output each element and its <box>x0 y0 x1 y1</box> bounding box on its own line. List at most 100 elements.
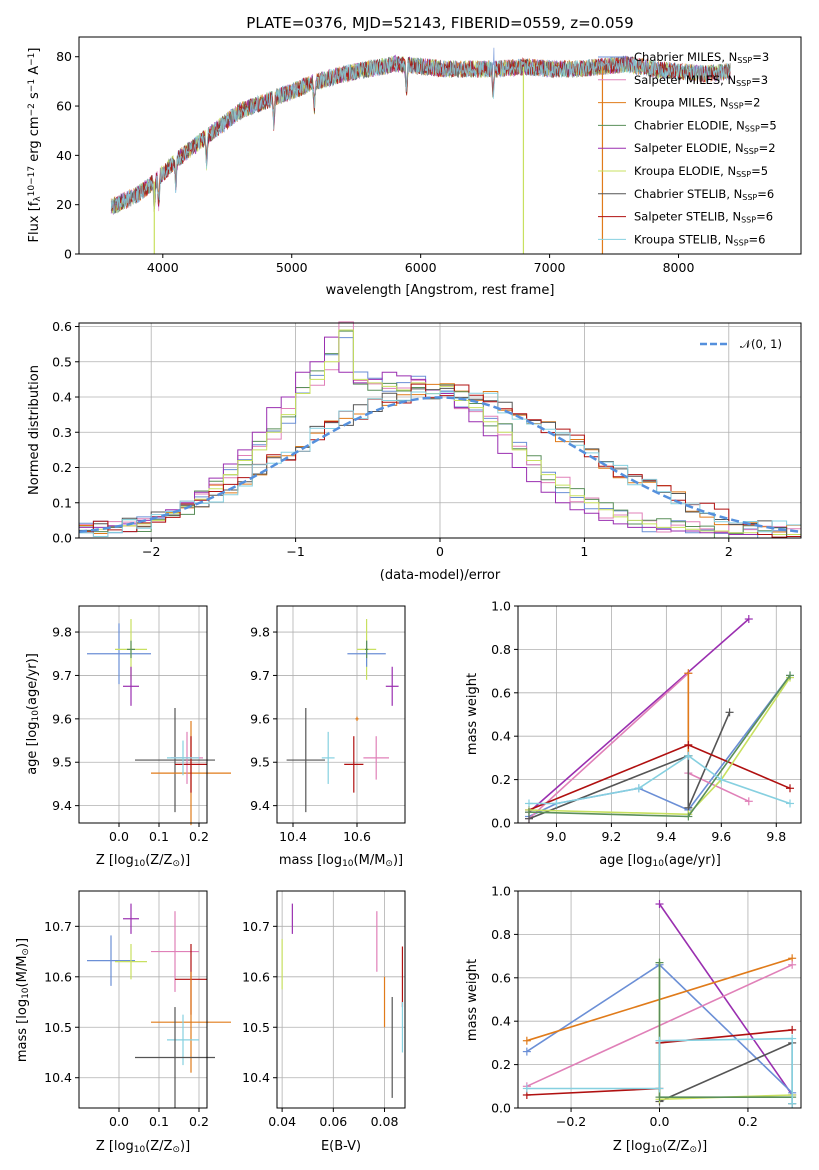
spectrum-ytick-label: 20 <box>56 197 72 212</box>
mass-weight-vs-age-xtick-label: 9.6 <box>711 829 731 844</box>
age-vs-mass-ytick-label: 9.6 <box>250 711 270 726</box>
mass-vs-ebv-xlabel: E(B-V) <box>321 1139 361 1154</box>
age-vs-metallicity-xlabel: Z [log10(Z/Z⊙)] <box>96 853 190 869</box>
mass-vs-ebv-xtick-label: 0.08 <box>371 1114 399 1129</box>
spectrum-xtick-label: 8000 <box>663 260 695 275</box>
age-vs-metallicity-xtick-label: 0.2 <box>189 829 209 844</box>
histogram-step-chabrier_stelib <box>78 387 801 539</box>
mass-weight-vs-age-line-chabrier_stelib <box>528 711 731 820</box>
mass-weight-vs-age-line-salpeter_elodie <box>528 618 750 813</box>
mass-weight-vs-age-line-kroupa_stelib <box>529 754 791 805</box>
mass-vs-metallicity-xtick-label: 0.1 <box>149 1114 169 1129</box>
age-vs-mass-ytick-label: 9.4 <box>250 798 270 813</box>
age-vs-metallicity-ytick-label: 9.8 <box>52 625 72 640</box>
mass-weight-vs-age-xlabel: age [log10(age/yr)] <box>599 853 721 869</box>
mass-weight-vs-metallicity-xtick-label: 0.0 <box>650 1114 670 1129</box>
histogram-frame <box>78 322 802 539</box>
mass-vs-metallicity-frame <box>78 890 208 1109</box>
histogram-ytick-label: 0.6 <box>52 319 72 334</box>
histogram-ytick-label: 0.1 <box>52 495 72 510</box>
age-vs-mass-xtick-label: 10.4 <box>279 829 307 844</box>
normal-legend-label: 𝒩(0, 1) <box>740 337 782 351</box>
age-vs-mass-frame <box>276 605 406 824</box>
mass-weight-vs-age-frame <box>517 605 802 824</box>
histogram-ytick-label: 0.5 <box>52 354 72 369</box>
mass-vs-metallicity-ytick-label: 10.6 <box>44 969 72 984</box>
mass-weight-vs-age-xtick-label: 9.8 <box>766 829 786 844</box>
spectrum-ytick-label: 60 <box>56 99 72 114</box>
mass-vs-metallicity-xtick-label: 0.0 <box>109 1114 129 1129</box>
mass-weight-vs-age-xtick-label: 9.2 <box>601 829 621 844</box>
mass-weight-vs-age-xtick-label: 9.4 <box>656 829 676 844</box>
mass-weight-vs-metallicity-frame <box>517 890 802 1109</box>
mass-weight-vs-age-ytick-label: 0.8 <box>491 642 511 657</box>
histogram-ylabel: Normed distribution <box>27 365 42 495</box>
mass-weight-vs-metallicity-xlabel: Z [log10(Z/Z⊙)] <box>613 1139 707 1155</box>
histogram-ytick-label: 0.2 <box>52 460 72 475</box>
spectrum-xlabel: wavelength [Angstrom, rest frame] <box>326 283 555 298</box>
histogram-xtick-label: −1 <box>286 544 304 559</box>
mass-weight-vs-age-ytick-label: 0.2 <box>491 772 511 787</box>
spectrum-ylabel: Flux [fλ10−17 erg cm−2 s−1 A−1] <box>27 48 43 243</box>
age-vs-metallicity-frame <box>78 605 208 824</box>
legend-label-4: Salpeter ELODIE, NSSP=2 <box>634 141 776 156</box>
mass-vs-ebv-ytick-label: 10.6 <box>242 969 270 984</box>
spectrum-series-8 <box>110 56 731 215</box>
mass-weight-vs-age-xtick-label: 9.0 <box>547 829 567 844</box>
chart-title: PLATE=0376, MJD=52143, FIBERID=0559, z=0… <box>246 14 633 32</box>
histogram-xtick-label: 0 <box>436 544 444 559</box>
mass-weight-vs-age-line-kroupa_elodie <box>528 677 791 816</box>
mass-weight-vs-metallicity-xtick-label: −0.2 <box>556 1114 586 1129</box>
mass-vs-metallicity-ytick-label: 10.5 <box>44 1020 72 1035</box>
histogram-xtick-label: 2 <box>725 544 733 559</box>
spectrum-ytick-label: 0 <box>64 247 72 262</box>
histogram-ytick-label: 0.4 <box>52 390 72 405</box>
age-vs-metallicity-xtick-label: 0.1 <box>149 829 169 844</box>
mass-vs-ebv-ytick-label: 10.4 <box>242 1070 270 1085</box>
histogram-step-kroupa_elodie <box>78 329 801 538</box>
legend-label-7: Salpeter STELIB, NSSP=6 <box>634 210 773 225</box>
spectrum-ytick-label: 40 <box>56 148 72 163</box>
mass-vs-metallicity-xlabel: Z [log10(Z/Z⊙)] <box>96 1139 190 1155</box>
mass-weight-vs-metallicity-ytick-label: 0.6 <box>491 970 511 985</box>
mass-weight-vs-metallicity-xtick-label: 0.2 <box>738 1114 758 1129</box>
mass-weight-vs-age-ytick-label: 1.0 <box>491 599 511 614</box>
spectrum-xtick-label: 4000 <box>147 260 179 275</box>
mass-weight-vs-age-ytick-label: 0.6 <box>491 685 511 700</box>
mass-weight-vs-age-ytick-label: 0.4 <box>491 729 511 744</box>
spectrum-xtick-label: 6000 <box>405 260 437 275</box>
mass-vs-ebv-frame <box>276 890 406 1109</box>
histogram-xtick-label: 1 <box>580 544 588 559</box>
age-vs-metallicity-ytick-label: 9.7 <box>52 668 72 683</box>
mass-vs-ebv-ytick-label: 10.5 <box>242 1020 270 1035</box>
legend-label-3: Chabrier ELODIE, NSSP=5 <box>634 118 777 133</box>
age-vs-mass-ytick-label: 9.5 <box>250 755 270 770</box>
spectrum-ytick-label: 80 <box>56 49 72 64</box>
legend-label-8: Kroupa STELIB, NSSP=6 <box>634 232 765 247</box>
mass-vs-metallicity-ytick-label: 10.4 <box>44 1070 72 1085</box>
mass-weight-vs-metallicity-ylabel: mass weight <box>465 959 480 1041</box>
legend-label-2: Kroupa MILES, NSSP=2 <box>634 96 760 111</box>
legend-label-5: Kroupa ELODIE, NSSP=5 <box>634 164 768 179</box>
mass-weight-vs-metallicity-ytick-label: 0.4 <box>491 1014 511 1029</box>
mass-vs-ebv-xtick-label: 0.06 <box>319 1114 347 1129</box>
mass-weight-vs-age-ytick-label: 0.0 <box>491 816 511 831</box>
age-vs-metallicity-ylabel: age [log10(age/yr)] <box>25 653 41 775</box>
histogram-step-kroupa_stelib <box>78 391 801 538</box>
histogram-xtick-label: −2 <box>142 544 160 559</box>
normal-curve <box>78 396 802 534</box>
histogram-xlabel: (data-model)/error <box>380 568 501 583</box>
age-vs-mass-ytick-label: 9.7 <box>250 668 270 683</box>
mass-vs-ebv-xtick-label: 0.04 <box>268 1114 296 1129</box>
mass-vs-metallicity-ytick-label: 10.7 <box>44 919 72 934</box>
spectrum-xtick-label: 5000 <box>276 260 308 275</box>
legend-label-1: Salpeter MILES, NSSP=3 <box>634 73 768 88</box>
age-vs-metallicity-ytick-label: 9.6 <box>52 711 72 726</box>
legend-label-0: Chabrier MILES, NSSP=3 <box>634 50 769 65</box>
mass-vs-metallicity-xtick-label: 0.2 <box>189 1114 209 1129</box>
age-vs-mass-ytick-label: 9.8 <box>250 625 270 640</box>
age-vs-mass-xtick-label: 10.6 <box>343 829 371 844</box>
spectrum-series-7 <box>111 56 731 212</box>
spectrum-xtick-label: 7000 <box>534 260 566 275</box>
